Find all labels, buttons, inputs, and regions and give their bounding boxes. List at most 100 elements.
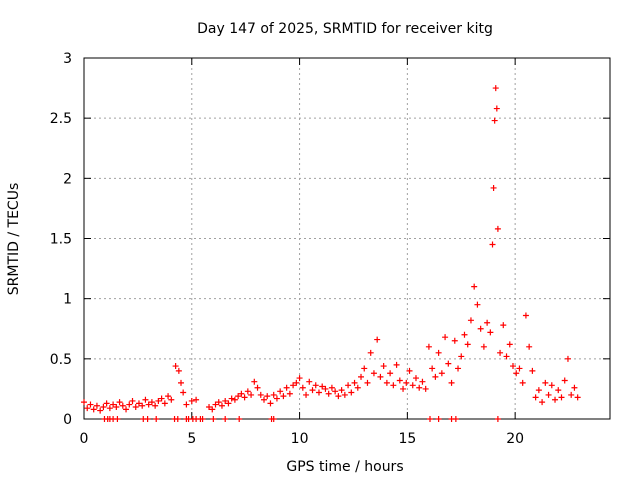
data-point [487, 329, 494, 336]
data-point [564, 355, 571, 362]
data-point [370, 370, 377, 377]
data-point [377, 373, 384, 380]
data-point [489, 241, 496, 248]
data-point [212, 401, 219, 408]
data-point [235, 393, 242, 400]
data-point [174, 416, 181, 422]
data-point [270, 391, 277, 398]
data-point [555, 387, 562, 394]
data-point [422, 385, 429, 392]
data-point [552, 396, 559, 403]
data-point [283, 384, 290, 391]
data-point [341, 391, 348, 398]
data-point [87, 401, 94, 408]
data-point [270, 416, 277, 422]
data-point [574, 394, 581, 401]
data-point [222, 416, 229, 422]
data-point [545, 391, 552, 398]
data-point [183, 401, 190, 408]
data-point [236, 416, 243, 422]
data-point [332, 388, 339, 395]
data-point [338, 387, 345, 394]
data-point [132, 403, 139, 410]
data-point [145, 401, 152, 408]
data-point [84, 405, 91, 412]
data-point [193, 396, 200, 403]
data-point [293, 379, 300, 386]
data-point [509, 363, 516, 370]
data-point [526, 343, 533, 350]
axis-tick-labels: 0 5 10 15 20 0 0.5 1 1.5 2 2.5 3 [50, 51, 524, 447]
data-point [474, 301, 481, 308]
data-point [383, 379, 390, 386]
data-point [106, 405, 113, 412]
data-point [435, 416, 442, 422]
data-point [445, 360, 452, 367]
data-point [110, 401, 117, 408]
data-point [165, 393, 172, 400]
data-point [406, 367, 413, 374]
x-tick-label: 0 [80, 431, 89, 447]
data-point [175, 367, 182, 374]
data-point [114, 416, 121, 422]
data-point [568, 391, 575, 398]
data-point [309, 387, 316, 394]
data-points [81, 85, 581, 422]
data-point [492, 85, 499, 92]
data-point [303, 391, 310, 398]
data-point [390, 382, 397, 389]
data-point [442, 334, 449, 341]
data-point [452, 416, 459, 422]
data-point [222, 397, 229, 404]
data-point [412, 375, 419, 382]
data-point [312, 382, 319, 389]
data-point [351, 379, 358, 386]
x-tick-label: 5 [187, 431, 196, 447]
data-point [231, 396, 238, 403]
y-tick-label: 2.5 [50, 111, 72, 127]
data-point [458, 353, 465, 360]
data-point [494, 225, 501, 232]
data-point [513, 370, 520, 377]
data-point [500, 322, 507, 329]
data-point [480, 343, 487, 350]
data-point [152, 402, 159, 409]
data-point [416, 384, 423, 391]
data-point [491, 117, 498, 124]
data-point [241, 394, 248, 401]
data-point [490, 184, 497, 191]
data-point [497, 349, 504, 356]
data-point [325, 390, 332, 397]
data-point [548, 382, 555, 389]
data-point [116, 399, 123, 406]
data-point [257, 391, 264, 398]
data-point [129, 397, 136, 404]
data-point [251, 378, 258, 385]
x-tick-label: 15 [398, 431, 416, 447]
data-point [516, 365, 523, 372]
data-point [286, 390, 293, 397]
data-point [409, 382, 416, 389]
y-tick-label: 0 [63, 412, 72, 428]
data-point [139, 402, 146, 409]
data-point [364, 379, 371, 386]
data-point [451, 337, 458, 344]
data-point [296, 375, 303, 382]
data-point [161, 400, 168, 407]
data-point [419, 378, 426, 385]
data-point [558, 394, 565, 401]
grid-lines [84, 58, 610, 419]
data-point [322, 385, 329, 392]
data-point [380, 363, 387, 370]
data-point [126, 401, 133, 408]
data-point [315, 389, 322, 396]
data-point [455, 365, 462, 372]
y-tick-label: 1.5 [50, 232, 72, 248]
data-point [477, 325, 484, 332]
data-point [425, 343, 432, 350]
data-point [123, 406, 130, 413]
data-point [244, 388, 251, 395]
data-point [280, 393, 287, 400]
data-point [438, 370, 445, 377]
